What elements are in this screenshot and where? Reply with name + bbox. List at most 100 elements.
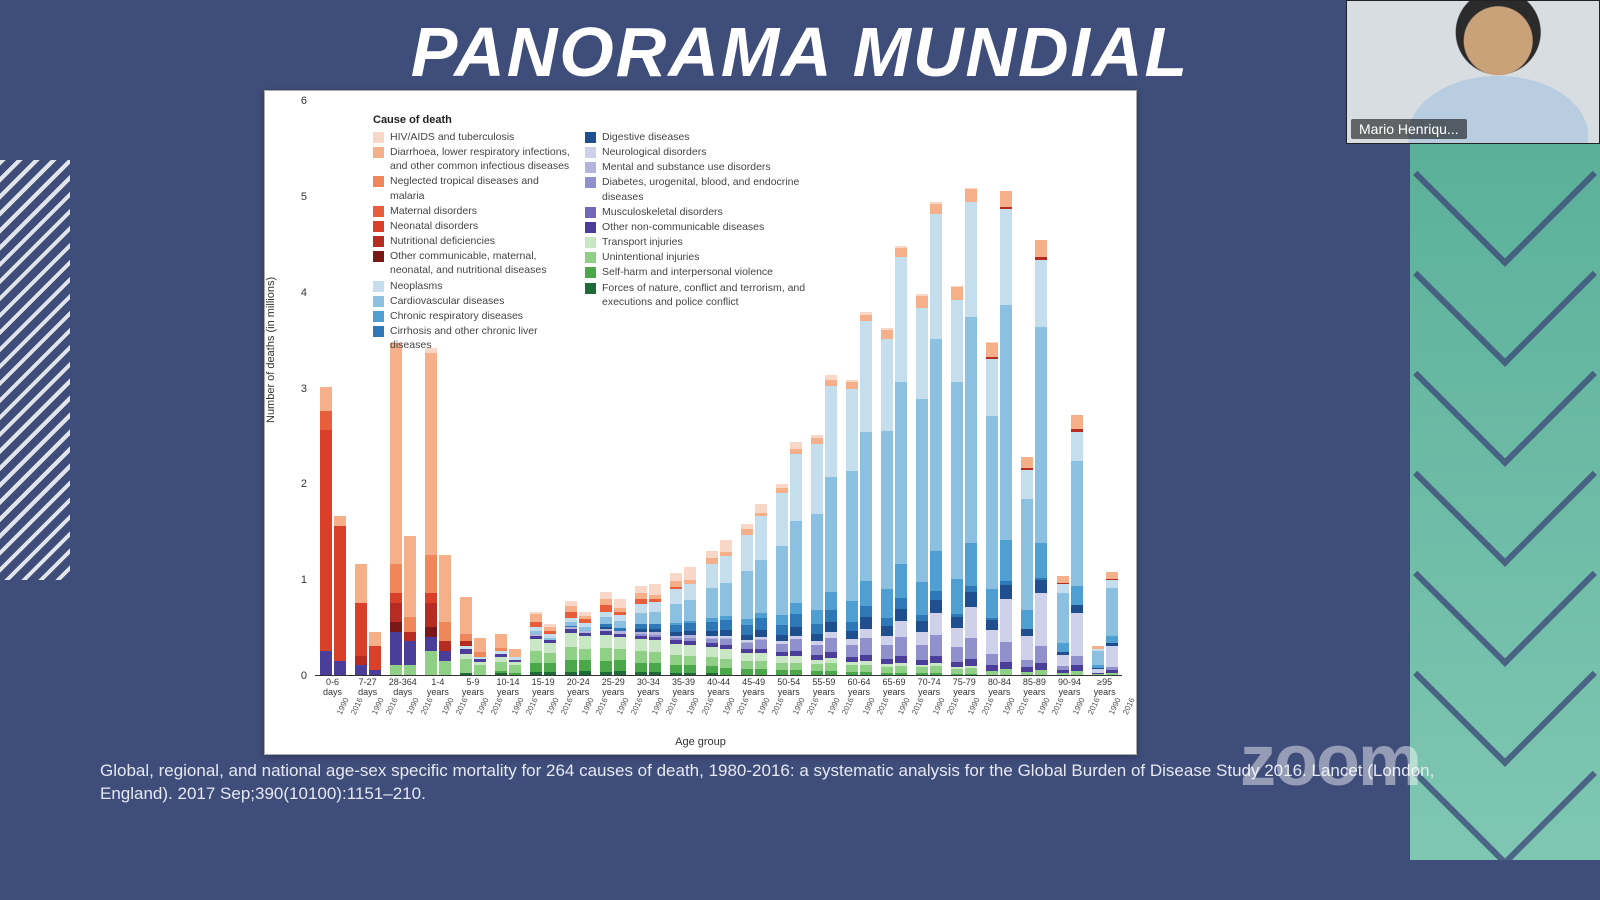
y-axis-ticks: 0123456 xyxy=(265,101,315,676)
bar-segment xyxy=(404,536,416,618)
bar-segment xyxy=(860,321,872,432)
bar-segment xyxy=(649,602,661,612)
bar-segment xyxy=(965,317,977,543)
bar-segment xyxy=(1071,586,1083,605)
bar-segment xyxy=(930,600,942,613)
stacked-bar xyxy=(1106,572,1118,675)
bar-segment xyxy=(1000,191,1012,206)
bar-segment xyxy=(635,586,647,594)
bar-segment xyxy=(881,339,893,430)
bar-segment xyxy=(825,638,837,652)
bar-segment xyxy=(755,630,767,637)
bar-segment xyxy=(635,651,647,663)
bar-segment xyxy=(390,343,402,564)
stacked-bar xyxy=(986,342,998,675)
webcam-panel[interactable]: Mario Henriqu... xyxy=(1346,0,1600,144)
bar-segment xyxy=(846,471,858,601)
bar-segment xyxy=(544,653,556,663)
bar-segment xyxy=(544,643,556,653)
legend-label: Other communicable, maternal, neonatal, … xyxy=(390,249,573,277)
bar-segment xyxy=(565,647,577,660)
bar-segment xyxy=(404,665,416,675)
age-group: 19902016≥95years xyxy=(1087,572,1122,675)
year-label: 1990 xyxy=(931,696,947,716)
legend-item: Self-harm and interpersonal violence xyxy=(585,265,835,279)
bar-segment xyxy=(1035,260,1047,327)
bar-segment xyxy=(895,621,907,636)
bar-segment xyxy=(355,564,367,602)
bar-segment xyxy=(1106,646,1118,667)
y-tick: 4 xyxy=(301,287,307,299)
legend-item: Mental and substance use disorders xyxy=(585,160,835,174)
bar-segment xyxy=(425,593,437,603)
bar-segment xyxy=(790,603,802,615)
bar-segment xyxy=(649,640,661,652)
stacked-bar xyxy=(530,612,542,675)
bar-segment xyxy=(825,477,837,592)
legend-label: Chronic respiratory diseases xyxy=(390,309,523,323)
year-label: 1990 xyxy=(861,696,877,716)
bar-segment xyxy=(860,665,872,672)
bar-segment xyxy=(881,431,893,590)
bar-segment xyxy=(670,604,682,623)
stacked-bar xyxy=(720,540,732,675)
bar-segment xyxy=(425,651,437,675)
bar-segment xyxy=(846,665,858,672)
bar-segment xyxy=(320,430,332,651)
bar-segment xyxy=(600,648,612,661)
bar-segment xyxy=(965,638,977,659)
bar-segment xyxy=(965,607,977,638)
legend-label: Other non-communicable diseases xyxy=(602,220,764,234)
bar-segment xyxy=(860,606,872,618)
legend-item: Cirrhosis and other chronic liver diseas… xyxy=(373,324,573,352)
legend-swatch xyxy=(373,326,384,337)
bar-segment xyxy=(530,663,542,673)
y-tick: 3 xyxy=(301,383,307,395)
stacked-bar xyxy=(544,624,556,675)
bar-segment xyxy=(1057,655,1069,667)
age-group: 1990201670-74years xyxy=(912,202,947,675)
bar-segment xyxy=(965,592,977,606)
bar-segment xyxy=(881,589,893,618)
bar-segment xyxy=(684,600,696,621)
stacked-bar xyxy=(1021,457,1033,675)
bar-segment xyxy=(895,564,907,598)
bar-segment xyxy=(1035,543,1047,578)
bar-segment xyxy=(544,663,556,673)
year-label: 1990 xyxy=(896,696,912,716)
stacked-bar xyxy=(355,564,367,675)
y-tick: 5 xyxy=(301,191,307,203)
bar-segment xyxy=(790,639,802,651)
bar-segment xyxy=(790,627,802,636)
bar-segment xyxy=(425,353,437,555)
legend-title: Cause of death xyxy=(373,113,835,128)
legend-label: Neglected tropical diseases and malaria xyxy=(390,174,573,202)
bar-segment xyxy=(635,639,647,651)
year-label: 2016 xyxy=(875,696,891,716)
legend-item: Neglected tropical diseases and malaria xyxy=(373,174,573,202)
bar-segment xyxy=(720,556,732,583)
year-label: 2016 xyxy=(664,696,680,716)
bar-segment xyxy=(790,521,802,603)
bar-segment xyxy=(790,614,802,627)
legend-label: Nutritional deficiencies xyxy=(390,234,495,248)
bar-segment xyxy=(579,636,591,649)
legend-label: Self-harm and interpersonal violence xyxy=(602,265,773,279)
bar-segment xyxy=(579,649,591,660)
bar-segment xyxy=(895,598,907,609)
bar-segment xyxy=(1071,461,1083,586)
year-label: 2016 xyxy=(945,696,961,716)
year-label: 2016 xyxy=(454,696,470,716)
bar-segment xyxy=(670,665,682,673)
bar-segment xyxy=(460,634,472,642)
bar-segment xyxy=(565,612,577,619)
bar-segment xyxy=(916,308,928,399)
bar-segment xyxy=(895,637,907,656)
bar-segment xyxy=(986,343,998,356)
decoration-right-panel xyxy=(1410,140,1600,860)
year-label: 1990 xyxy=(440,696,456,716)
bar-segment xyxy=(460,597,472,634)
bar-segment xyxy=(755,661,767,670)
bar-segment xyxy=(811,610,823,624)
stacked-bar xyxy=(565,601,577,675)
